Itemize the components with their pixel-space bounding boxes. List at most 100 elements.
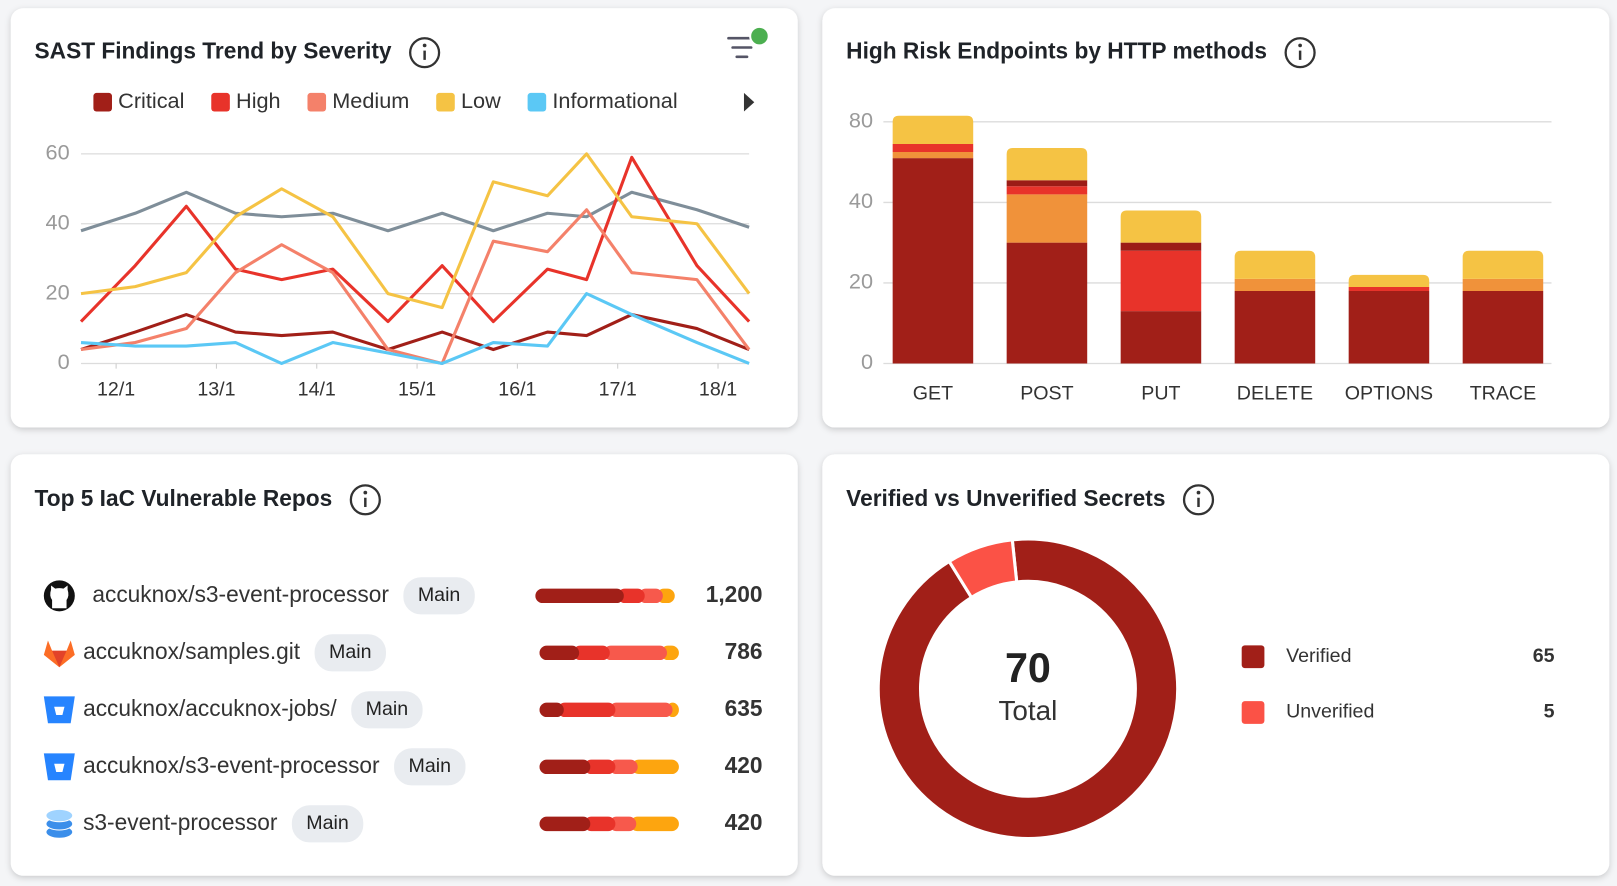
info-icon[interactable] — [409, 37, 441, 69]
bar-segment — [1006, 194, 1088, 243]
y-tick-label: 0 — [861, 349, 873, 374]
series-line — [80, 190, 750, 233]
x-tick-label: TRACE — [1470, 383, 1536, 405]
severity-segment — [539, 816, 591, 832]
severity-segment — [584, 759, 616, 775]
bar-segment — [1006, 180, 1088, 187]
info-dot — [1298, 43, 1302, 48]
bar-segment — [1348, 274, 1430, 287]
severity-segment — [638, 588, 663, 604]
legend-label: High — [236, 88, 281, 113]
donut-slice — [947, 538, 1019, 600]
bar-segment — [1006, 186, 1088, 195]
x-tick-label: GET — [913, 383, 953, 405]
legend-label: Unverified — [1286, 701, 1374, 723]
branch-label: Main — [418, 584, 461, 606]
filter-icon[interactable] — [727, 25, 770, 59]
repo-row[interactable]: accuknox/samples.git Main 786 — [43, 634, 763, 672]
repo-count: 635 — [725, 695, 763, 721]
bar-segment — [1348, 290, 1430, 364]
branch-pill — [394, 748, 466, 786]
legend-label: Verified — [1286, 645, 1351, 667]
legend-swatch — [307, 92, 327, 112]
bar-segment — [1120, 242, 1202, 251]
bar-segment — [1234, 290, 1316, 364]
x-tick-label: 13/1 — [197, 379, 235, 401]
branch-label: Main — [409, 755, 452, 777]
severity-segment — [539, 702, 564, 718]
repo-row[interactable]: s3-event-processor Main 420 — [45, 805, 763, 843]
bar-segment — [892, 115, 974, 145]
card — [10, 8, 798, 428]
severity-segment — [584, 816, 616, 832]
branch-label: Main — [306, 812, 349, 834]
series-line — [80, 292, 750, 366]
y-tick-label: 0 — [58, 349, 70, 374]
x-tick-label: 15/1 — [398, 379, 436, 401]
info-dot — [422, 43, 427, 48]
series-line — [80, 208, 751, 366]
info-icon[interactable] — [1284, 37, 1316, 69]
info-circle — [409, 37, 441, 69]
x-tick-label: 17/1 — [599, 379, 637, 401]
card-title: High Risk Endpoints by HTTP methods — [846, 38, 1267, 64]
legend-swatch — [93, 92, 112, 112]
severity-segment — [609, 816, 637, 832]
card-title: Top 5 IaC Vulnerable Repos — [35, 485, 333, 511]
bar-segment — [1348, 286, 1430, 291]
bar-segment — [1006, 148, 1088, 181]
legend-label: Low — [461, 88, 501, 113]
x-tick-label: OPTIONS — [1345, 383, 1433, 405]
legend-value: 5 — [1544, 701, 1555, 723]
repo-count: 420 — [725, 752, 763, 778]
bar-segment — [892, 144, 974, 153]
info-circle — [1284, 37, 1316, 69]
severity-segment — [572, 645, 610, 661]
y-tick-label: 80 — [849, 108, 873, 133]
bar-segment — [1234, 250, 1316, 279]
branch-pill — [291, 805, 364, 843]
repo-count: 786 — [725, 638, 763, 664]
severity-segment — [609, 702, 673, 718]
x-tick-label: DELETE — [1237, 383, 1313, 405]
legend-value: 65 — [1533, 645, 1555, 667]
severity-segment — [630, 816, 679, 832]
y-tick-label: 20 — [849, 269, 873, 294]
bar-segment — [892, 158, 974, 364]
y-tick-label: 20 — [46, 279, 70, 304]
branch-label: Main — [366, 698, 409, 720]
bitbucket-hole — [54, 706, 65, 715]
bar-segment — [1462, 290, 1544, 364]
repo-row[interactable]: accuknox/accuknox-jobs/Main 635 — [43, 691, 763, 729]
donut-total-label: Total — [998, 695, 1057, 726]
x-tick-label: 18/1 — [699, 379, 737, 401]
bar-segment — [1462, 250, 1544, 279]
card — [822, 454, 1610, 876]
info-icon[interactable] — [1182, 484, 1215, 516]
repo-name: s3-event-processor — [83, 809, 278, 835]
bar-segment — [1120, 250, 1202, 312]
info-icon[interactable] — [349, 484, 381, 516]
repo-row[interactable]: accuknox/s3-event-processor Main 420 — [43, 748, 763, 786]
severity-segment — [535, 588, 624, 604]
repo-name: accuknox/s3-event-processor — [92, 581, 389, 607]
card-title: SAST Findings Trend by Severity — [35, 38, 392, 64]
info-circle — [1182, 484, 1215, 516]
severity-segment — [603, 645, 667, 661]
x-tick-label: POST — [1020, 383, 1073, 405]
severity-segment — [631, 759, 679, 775]
bar-segment — [892, 152, 974, 159]
severity-segment — [617, 588, 645, 604]
branch-pill — [403, 577, 475, 615]
repo-row[interactable]: accuknox/s3-event-processor Main 1,200 — [43, 577, 763, 615]
db-icon — [45, 808, 74, 823]
severity-segment — [539, 645, 580, 661]
x-tick-label: 14/1 — [298, 379, 336, 401]
github-cat — [50, 585, 69, 609]
series-line — [80, 152, 751, 310]
legend-label: Critical — [118, 88, 184, 113]
legend-next[interactable] — [743, 92, 755, 112]
branch-pill — [314, 634, 387, 672]
donut-total: 70 — [1005, 645, 1051, 691]
